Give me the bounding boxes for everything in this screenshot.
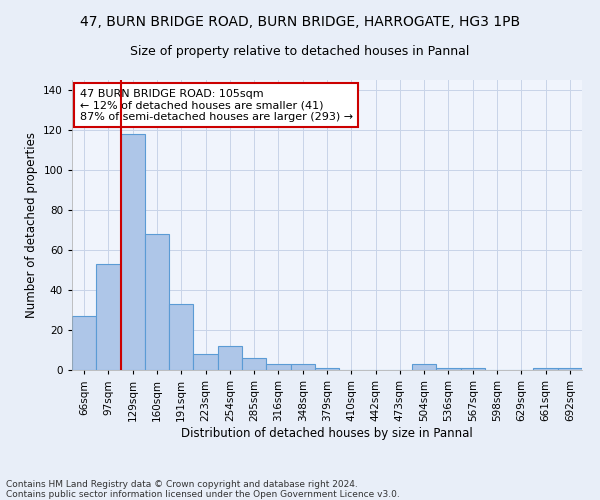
Bar (266, 364, 290, 370)
X-axis label: Distribution of detached houses by size in Pannal: Distribution of detached houses by size … (181, 426, 473, 440)
Y-axis label: Number of detached properties: Number of detached properties (25, 132, 38, 318)
Bar (96, 264, 121, 370)
Bar (558, 368, 582, 370)
Bar (121, 134, 145, 370)
Bar (145, 234, 169, 370)
Bar (193, 354, 218, 370)
Text: Contains HM Land Registry data © Crown copyright and database right 2024.
Contai: Contains HM Land Registry data © Crown c… (6, 480, 400, 499)
Bar (461, 368, 485, 370)
Bar (242, 358, 266, 370)
Bar (412, 364, 436, 370)
Bar (315, 368, 339, 370)
Bar (72, 316, 96, 370)
Text: Size of property relative to detached houses in Pannal: Size of property relative to detached ho… (130, 45, 470, 58)
Bar (290, 364, 315, 370)
Bar (533, 368, 558, 370)
Text: 47 BURN BRIDGE ROAD: 105sqm
← 12% of detached houses are smaller (41)
87% of sem: 47 BURN BRIDGE ROAD: 105sqm ← 12% of det… (80, 88, 353, 122)
Bar (218, 346, 242, 370)
Text: 47, BURN BRIDGE ROAD, BURN BRIDGE, HARROGATE, HG3 1PB: 47, BURN BRIDGE ROAD, BURN BRIDGE, HARRO… (80, 15, 520, 29)
Bar (169, 304, 193, 370)
Bar (436, 368, 461, 370)
